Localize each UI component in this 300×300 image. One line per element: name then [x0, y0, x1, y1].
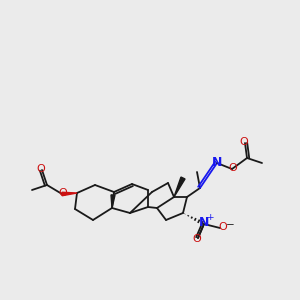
Polygon shape: [62, 192, 77, 196]
Text: O: O: [37, 164, 45, 174]
Text: O: O: [240, 137, 248, 147]
Text: −: −: [226, 220, 234, 230]
Text: O: O: [219, 222, 227, 232]
Text: O: O: [58, 188, 68, 198]
Text: O: O: [229, 163, 237, 173]
Text: +: +: [206, 214, 214, 223]
Polygon shape: [174, 177, 185, 197]
Text: O: O: [193, 234, 201, 244]
Text: N: N: [212, 155, 222, 169]
Text: N: N: [199, 217, 209, 230]
Polygon shape: [111, 195, 115, 208]
